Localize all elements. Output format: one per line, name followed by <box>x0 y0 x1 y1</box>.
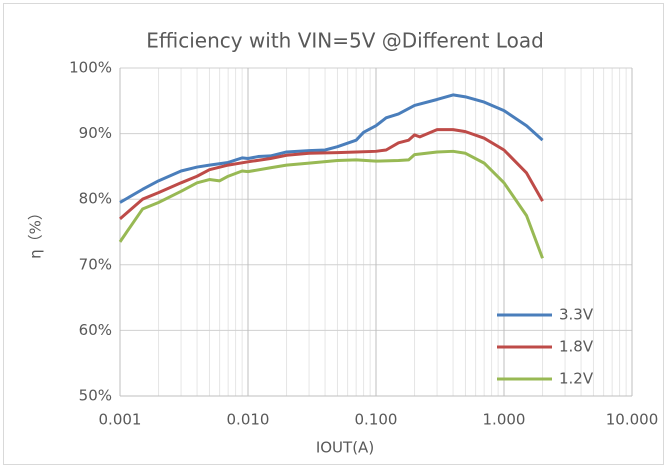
line-series <box>118 149 544 259</box>
x-tick-label: 0.100 <box>355 411 398 429</box>
y-axis-label: η（%） <box>27 205 45 259</box>
chart-border <box>3 3 664 465</box>
legend-label: 1.8V <box>559 338 594 356</box>
y-tick-label: 60% <box>79 321 112 339</box>
x-tick-label: 0.001 <box>99 411 142 429</box>
x-tick-label: 0.010 <box>227 411 270 429</box>
line-series <box>119 128 544 221</box>
legend-label: 1.2V <box>559 370 594 388</box>
legend-label: 3.3V <box>559 306 594 324</box>
chart-title: Efficiency with VIN=5V @Different Load <box>146 29 544 53</box>
y-tick-label: 50% <box>79 387 112 405</box>
y-tick-label: 100% <box>69 59 112 77</box>
x-tick-label: 1.000 <box>483 411 526 429</box>
y-tick-label: 90% <box>79 124 112 142</box>
x-axis-label: IOUT(A) <box>316 439 374 457</box>
y-tick-label: 80% <box>79 190 112 208</box>
x-tick-label: 10.000 <box>606 411 659 429</box>
line-series <box>119 93 544 204</box>
y-tick-label: 70% <box>79 255 112 273</box>
